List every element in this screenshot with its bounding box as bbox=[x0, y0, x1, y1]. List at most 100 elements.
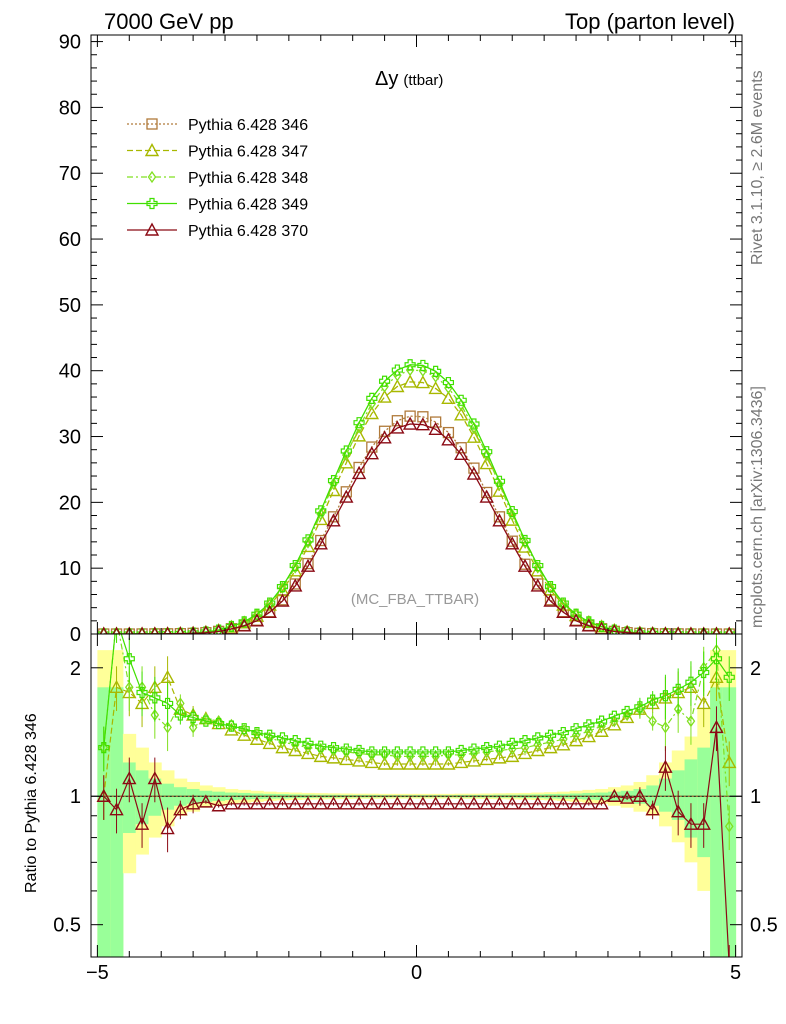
ratio-point bbox=[583, 719, 595, 731]
ratio-point bbox=[236, 727, 252, 741]
ratio-point bbox=[136, 686, 148, 699]
x-tick-label: 5 bbox=[730, 962, 741, 984]
ratio-point bbox=[517, 796, 533, 810]
ratio-point bbox=[493, 740, 506, 752]
series-point bbox=[453, 407, 469, 421]
ratio-point bbox=[198, 794, 214, 808]
ratio-point bbox=[326, 796, 341, 810]
ratio-point bbox=[659, 690, 672, 702]
plot-title-sub: (ttbar) bbox=[403, 72, 443, 89]
ratio-point bbox=[428, 756, 443, 770]
series-point bbox=[137, 626, 147, 634]
ratio-point bbox=[724, 820, 734, 833]
series-point bbox=[595, 620, 608, 633]
series-point bbox=[276, 581, 289, 593]
legend-marker bbox=[146, 197, 158, 210]
ratio-point bbox=[468, 743, 480, 755]
ratio-point bbox=[505, 748, 520, 763]
ratio-point bbox=[251, 726, 263, 739]
ratio-point bbox=[315, 740, 327, 752]
ratio-point bbox=[200, 715, 212, 727]
series-point bbox=[290, 561, 300, 574]
series-point bbox=[340, 445, 352, 457]
series-point bbox=[300, 558, 316, 572]
ratio-point bbox=[163, 721, 172, 734]
ratio-point bbox=[608, 710, 620, 722]
ratio-point bbox=[313, 748, 328, 763]
series-point bbox=[581, 618, 597, 632]
series-point bbox=[201, 625, 211, 634]
series-point bbox=[453, 446, 469, 460]
plot-title-main: Δy bbox=[375, 68, 398, 90]
ratio-point bbox=[442, 746, 455, 758]
series-point bbox=[377, 430, 392, 444]
ratio-band-green bbox=[97, 687, 111, 957]
ratio-point bbox=[428, 796, 443, 810]
series-point bbox=[364, 446, 380, 460]
series-point bbox=[264, 597, 276, 609]
ratio-point bbox=[276, 732, 289, 744]
ratio-point bbox=[174, 709, 186, 721]
ratio-point bbox=[415, 796, 431, 810]
legend-marker bbox=[147, 170, 157, 184]
ratio-point bbox=[556, 796, 571, 810]
y-tick-label: 70 bbox=[59, 163, 81, 185]
ratio-point bbox=[670, 804, 686, 818]
series-point bbox=[377, 389, 392, 403]
ratio-point bbox=[122, 771, 137, 785]
ratio-point bbox=[109, 802, 124, 816]
ratio-point bbox=[696, 816, 711, 830]
ratio-point bbox=[351, 753, 367, 767]
ratio-point bbox=[378, 746, 391, 758]
ratio-point bbox=[380, 748, 389, 762]
ratio-y-tick-label: 0.5 bbox=[53, 915, 81, 937]
ratio-point bbox=[505, 796, 520, 810]
series-point bbox=[544, 581, 557, 593]
series-point bbox=[635, 625, 645, 634]
series-point bbox=[262, 604, 277, 618]
series-point bbox=[313, 536, 328, 550]
series-point bbox=[391, 364, 403, 376]
series-point bbox=[546, 581, 555, 595]
series-point bbox=[441, 390, 456, 405]
ratio-point bbox=[275, 796, 290, 810]
series-point bbox=[364, 406, 380, 420]
ratio-point bbox=[581, 729, 597, 743]
ratio-point bbox=[288, 743, 303, 757]
ratio-series bbox=[96, 634, 737, 957]
ratio-point bbox=[557, 726, 569, 739]
series-point bbox=[622, 625, 632, 634]
ratio-band-green bbox=[659, 778, 673, 812]
ratio-point bbox=[453, 754, 469, 769]
series-point bbox=[339, 455, 354, 469]
ratio-point bbox=[607, 788, 622, 802]
ratio-point bbox=[661, 721, 670, 734]
ratio-point bbox=[262, 735, 277, 750]
ratio-point bbox=[185, 796, 201, 810]
series-point bbox=[378, 425, 391, 437]
ratio-point bbox=[479, 751, 494, 766]
plot-title: Δy (ttbar) bbox=[375, 68, 443, 90]
ratio-point bbox=[632, 788, 648, 802]
ratio-point bbox=[634, 701, 646, 713]
legend-label: Pythia 6.428 370 bbox=[188, 223, 308, 240]
series-point bbox=[648, 626, 657, 634]
ratio-series-4 bbox=[96, 706, 730, 957]
series-point bbox=[530, 578, 545, 592]
series-point bbox=[557, 597, 569, 609]
ratio-point bbox=[466, 796, 482, 810]
series-point bbox=[417, 411, 429, 423]
ratio-point bbox=[236, 796, 252, 810]
ratio-point bbox=[519, 735, 531, 747]
series-point bbox=[493, 475, 506, 487]
ratio-point bbox=[123, 653, 135, 665]
ratio-point bbox=[187, 711, 199, 724]
ratio-point bbox=[492, 750, 507, 764]
ratio-point bbox=[160, 821, 175, 835]
ratio-point bbox=[351, 796, 367, 810]
ratio-point bbox=[300, 796, 316, 810]
ratio-point bbox=[723, 671, 735, 683]
series-point bbox=[326, 513, 341, 527]
series-point bbox=[176, 626, 185, 634]
series-point bbox=[252, 608, 262, 622]
